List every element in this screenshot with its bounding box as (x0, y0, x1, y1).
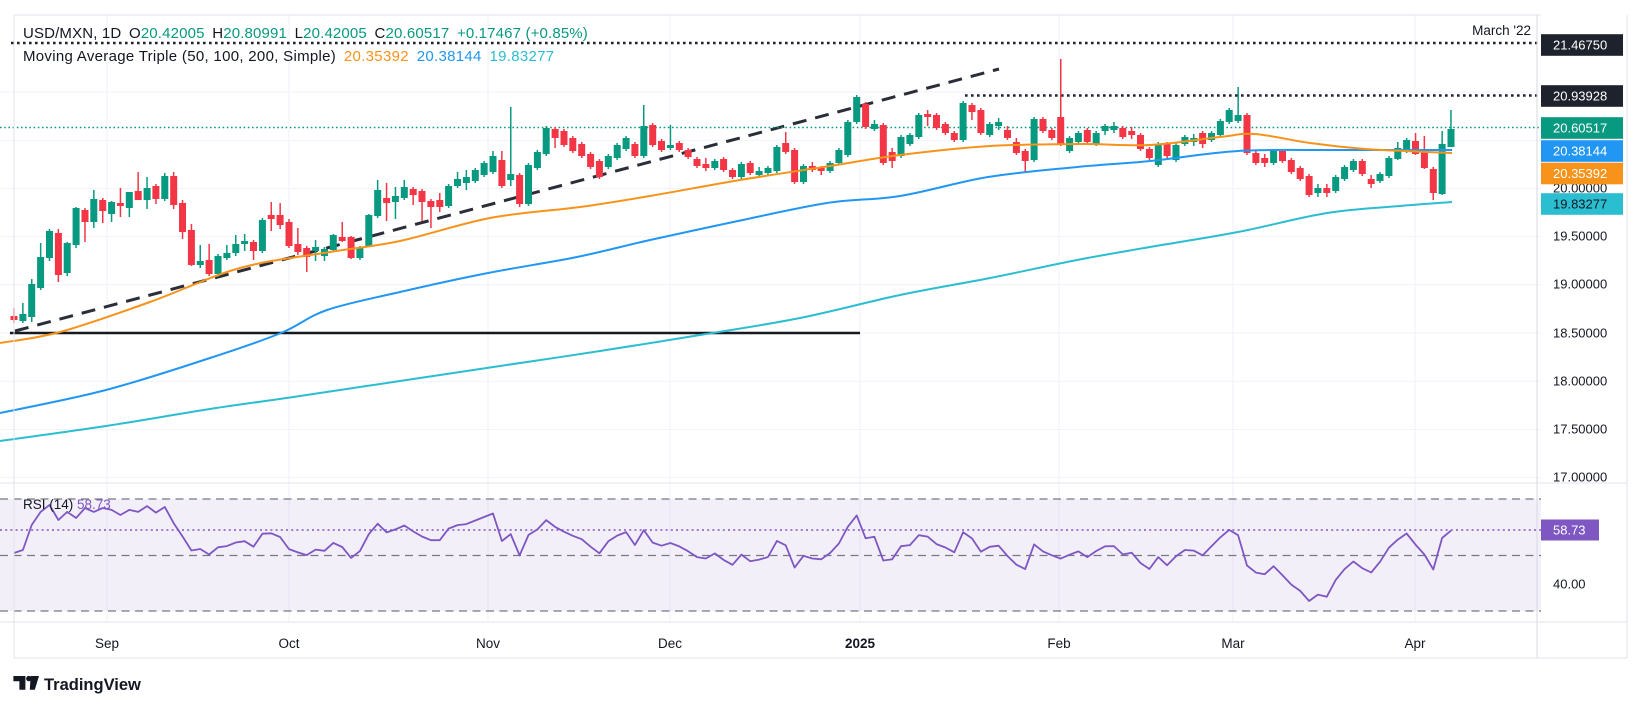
svg-text:2025: 2025 (845, 636, 876, 651)
svg-text:19.83277: 19.83277 (1553, 197, 1607, 212)
svg-text:Dec: Dec (658, 636, 682, 651)
svg-text:TradingView: TradingView (44, 676, 141, 694)
svg-text:March '22: March '22 (1472, 23, 1531, 38)
svg-text:Apr: Apr (1404, 636, 1426, 651)
svg-text:Nov: Nov (476, 636, 500, 651)
svg-text:19.50000: 19.50000 (1553, 229, 1607, 244)
svg-text:20.35392: 20.35392 (1553, 166, 1607, 181)
svg-text:USD/MXN, 1D O20.42005 H20.8099: USD/MXN, 1D O20.42005 H20.80991 L20.4200… (23, 25, 588, 42)
svg-text:20.38144: 20.38144 (1553, 144, 1607, 159)
svg-text:18.50000: 18.50000 (1553, 326, 1607, 341)
svg-text:Feb: Feb (1047, 636, 1070, 651)
svg-text:Mar: Mar (1221, 636, 1245, 651)
svg-text:Oct: Oct (278, 636, 299, 651)
svg-text:Sep: Sep (95, 636, 119, 651)
svg-text:58.73: 58.73 (1553, 523, 1586, 538)
svg-text:40.00: 40.00 (1553, 577, 1586, 592)
svg-text:17.00000: 17.00000 (1553, 470, 1607, 485)
svg-text:RSI (14) 58.73: RSI (14) 58.73 (23, 497, 111, 512)
svg-text:20.60517: 20.60517 (1553, 121, 1607, 136)
svg-text:Moving Average Triple (50, 100: Moving Average Triple (50, 100, 200, Sim… (23, 48, 554, 65)
svg-text:17.50000: 17.50000 (1553, 422, 1607, 437)
svg-text:20.93928: 20.93928 (1553, 89, 1607, 104)
svg-text:18.00000: 18.00000 (1553, 374, 1607, 389)
svg-text:21.46750: 21.46750 (1553, 38, 1607, 53)
svg-text:19.00000: 19.00000 (1553, 277, 1607, 292)
